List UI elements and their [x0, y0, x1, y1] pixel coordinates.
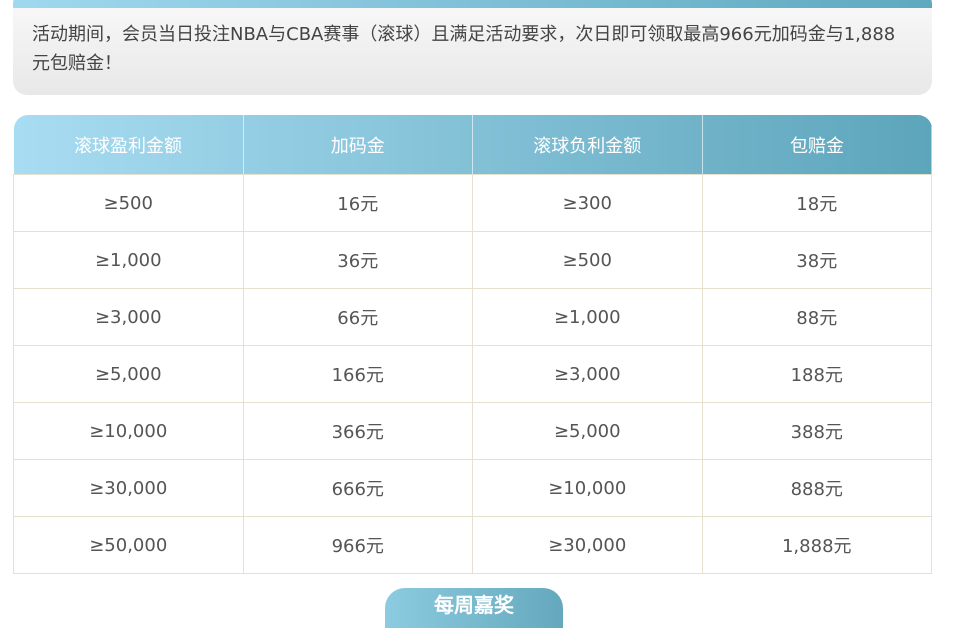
table-row: ≥30,000 666元 ≥10,000 888元	[13, 459, 932, 517]
intro-text: 活动期间，会员当日投注NBA与CBA赛事（滚球）且满足活动要求，次日即可领取最高…	[32, 24, 896, 74]
page: 活动期间，会员当日投注NBA与CBA赛事（滚球）且满足活动要求，次日即可领取最高…	[13, 0, 932, 628]
table-cell: 666元	[242, 459, 473, 517]
header-cell: 滚球负利金额	[472, 115, 703, 175]
table-cell: ≥30,000	[472, 516, 703, 574]
reward-table: 滚球盈利金额 加码金 滚球负利金额 包赔金 ≥500 16元 ≥300 18元 ≥1,000 3…	[13, 115, 932, 574]
table-cell: ≥1,000	[472, 288, 703, 346]
header-cell: 包赔金	[790, 135, 844, 157]
table-row: ≥50,000 966元 ≥30,000 1,888元	[13, 516, 932, 574]
table-head: 滚球盈利金额 加码金 滚球负利金额 包赔金	[13, 115, 932, 175]
section-tab[interactable]: 每周嘉奖	[385, 588, 563, 628]
table-cell: 888元	[701, 459, 932, 517]
table-cell: ≥50,000	[13, 516, 244, 574]
table-cell: ≥500	[13, 174, 244, 232]
table-cell: 1,888元	[701, 516, 932, 574]
table-cell: ≥10,000	[13, 402, 244, 460]
card-bar	[13, 0, 932, 8]
table-cell: 66元	[242, 288, 473, 346]
table-cell: 38元	[701, 231, 932, 289]
table-row: ≥10,000 366元 ≥5,000 388元	[13, 402, 932, 460]
header-cell: 加码金	[243, 115, 473, 175]
table-row: ≥500 16元 ≥300 18元	[13, 174, 932, 232]
table-cell: 166元	[242, 345, 473, 403]
table-body: ≥500 16元 ≥300 18元 ≥1,000 36元 ≥500 38元 ≥3,000 66元 ≥…	[13, 174, 932, 574]
header-cell: 滚球盈利金额	[13, 115, 244, 175]
table-row: ≥3,000 66元 ≥1,000 88元	[13, 288, 932, 346]
table-cell: 88元	[701, 288, 932, 346]
table-cell: ≥3,000	[472, 345, 703, 403]
table-cell: ≥5,000	[472, 402, 703, 460]
table-cell: ≥10,000	[472, 459, 703, 517]
table-cell: 388元	[701, 402, 932, 460]
table-cell: ≥300	[472, 174, 703, 232]
header-row: 滚球盈利金额 加码金 滚球负利金额 包赔金	[13, 115, 932, 175]
table-cell: ≥5,000	[13, 345, 244, 403]
table-row: ≥1,000 36元 ≥500 38元	[13, 231, 932, 289]
table-row: ≥5,000 166元 ≥3,000 188元	[13, 345, 932, 403]
table-cell: 36元	[242, 231, 473, 289]
intro-card: 活动期间，会员当日投注NBA与CBA赛事（滚球）且满足活动要求，次日即可领取最高…	[13, 0, 932, 95]
table-cell: 16元	[242, 174, 473, 232]
table-cell: 18元	[701, 174, 932, 232]
table-cell: 366元	[242, 402, 473, 460]
table-cell: 966元	[242, 516, 473, 574]
table-cell: ≥1,000	[13, 231, 244, 289]
table-cell: ≥30,000	[13, 459, 244, 517]
table-cell: ≥500	[472, 231, 703, 289]
table-cell: ≥3,000	[13, 288, 244, 346]
table-cell: 188元	[701, 345, 932, 403]
